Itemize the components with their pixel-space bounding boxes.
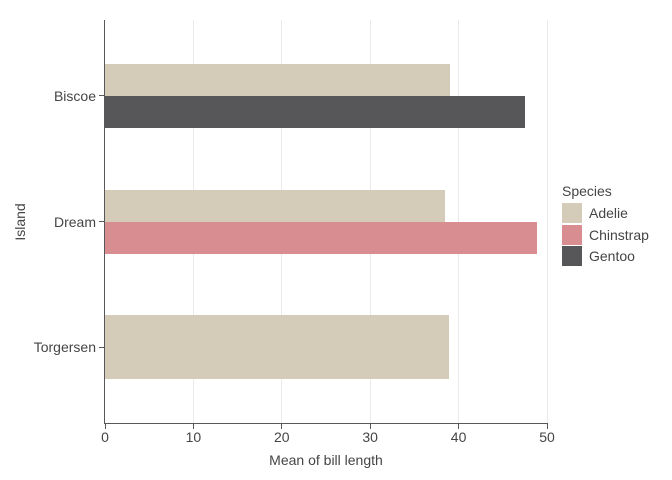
y-category-label: Torgersen [33, 339, 96, 356]
legend-items: Adelie Chinstrap Gentoo [562, 203, 670, 266]
legend: Species Adelie Chinstrap Gentoo [562, 183, 670, 268]
x-tick-label: 40 [450, 429, 467, 445]
y-category-label: Dream [53, 213, 96, 230]
x-tick-label: 50 [539, 429, 555, 445]
y-tick [99, 95, 104, 97]
y-category-label: Biscoe [53, 87, 96, 104]
x-tick [369, 424, 371, 429]
legend-item-label: Gentoo [589, 248, 635, 264]
x-tick [104, 424, 106, 429]
gridline [546, 20, 548, 423]
bar-adelie-biscoe [105, 63, 450, 96]
x-tick [458, 424, 460, 429]
x-tick-label: 20 [274, 429, 290, 445]
legend-item-label: Chinstrap [589, 226, 649, 243]
x-tick [281, 424, 283, 429]
legend-swatch-chinstrap [562, 224, 582, 245]
legend-swatch-gentoo [562, 246, 582, 266]
legend-item: Gentoo [562, 246, 670, 266]
x-tick-label: 10 [185, 429, 202, 445]
y-axis-title: Island [12, 203, 28, 241]
y-tick [99, 346, 104, 348]
y-tick [99, 221, 104, 222]
bar-chinstrap-dream [105, 221, 537, 254]
x-tick-label: 30 [362, 429, 378, 445]
bar-adelie-torgersen [105, 315, 450, 380]
legend-swatch-adelie [562, 203, 582, 223]
legend-title: Species [562, 183, 612, 199]
legend-item-label: Adelie [589, 205, 628, 221]
x-tick [192, 424, 194, 429]
x-axis-line [104, 423, 548, 424]
x-tick [546, 424, 548, 429]
bar-adelie-dream [105, 189, 446, 222]
x-tick-label: 0 [101, 429, 109, 445]
legend-item: Chinstrap [562, 224, 670, 245]
legend-item: Adelie [562, 203, 670, 223]
y-axis-line [104, 20, 105, 424]
bar-gentoo-biscoe [105, 95, 525, 128]
x-axis-title: Mean of bill length [269, 452, 383, 468]
